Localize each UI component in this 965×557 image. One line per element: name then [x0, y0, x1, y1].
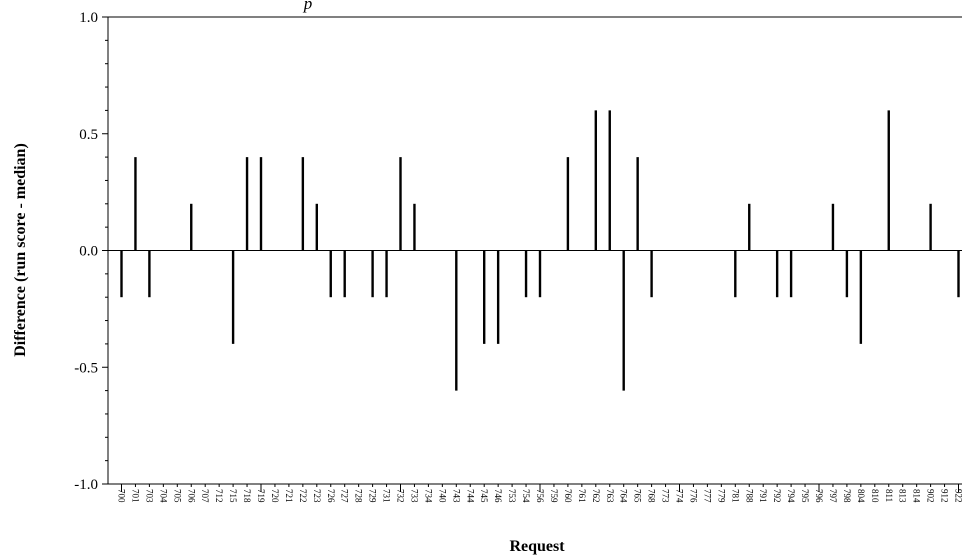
- x-tick-label: 912: [940, 489, 950, 503]
- x-tick-label: 723: [312, 489, 322, 503]
- x-tick-labels: 700 701 703 704 705 706 707 712 715 718 719 720 721 7…: [117, 489, 964, 503]
- x-tick-label: 732: [396, 489, 406, 503]
- x-tick-label: 792: [772, 489, 782, 503]
- x-axis-major-ticks: [121, 484, 959, 492]
- x-tick-label: 704: [158, 489, 168, 503]
- y-tick-label: 0.5: [79, 127, 98, 143]
- y-axis-title: Difference (run score - median): [12, 143, 29, 357]
- x-tick-label: 719: [256, 489, 266, 503]
- x-tick-label: 760: [563, 489, 573, 503]
- x-tick-label: 759: [549, 489, 559, 503]
- x-tick-label: 764: [619, 489, 629, 503]
- chart-title: p: [303, 0, 313, 13]
- x-tick-label: 795: [800, 489, 810, 503]
- x-tick-label: 707: [200, 489, 210, 503]
- x-axis-ticks: [121, 484, 959, 487]
- x-tick-label: 773: [661, 489, 671, 503]
- x-tick-label: 715: [228, 489, 238, 503]
- y-tick-label: 1.0: [79, 10, 98, 26]
- x-tick-label: 753: [507, 489, 517, 503]
- x-tick-label: 754: [521, 489, 531, 503]
- x-tick-label: 712: [214, 489, 224, 503]
- x-tick-label: 734: [423, 489, 433, 503]
- x-tick-label: 718: [242, 489, 252, 503]
- x-tick-label: 765: [633, 489, 643, 503]
- y-tick-label: 0.0: [79, 244, 98, 260]
- x-tick-label: 731: [382, 489, 392, 503]
- x-tick-label: 811: [884, 489, 894, 502]
- x-tick-label: 743: [451, 489, 461, 503]
- x-tick-label: 768: [647, 489, 657, 503]
- x-tick-label: 922: [954, 489, 964, 503]
- difference-bars: [120, 110, 960, 391]
- x-tick-label: 745: [479, 489, 489, 503]
- x-axis-title: Request: [509, 538, 565, 555]
- x-tick-label: 744: [465, 489, 475, 503]
- x-tick-label: 804: [856, 489, 866, 503]
- x-tick-label: 777: [702, 489, 712, 503]
- x-tick-label: 756: [535, 489, 545, 503]
- x-tick-label: 740: [437, 489, 447, 503]
- x-tick-label: 797: [828, 489, 838, 503]
- x-tick-label: 774: [675, 489, 685, 503]
- x-tick-label: 701: [130, 489, 140, 503]
- x-tick-label: 796: [814, 489, 824, 503]
- y-axis-ticks: [102, 16, 108, 485]
- x-tick-label: 733: [409, 489, 419, 503]
- x-tick-label: 700: [117, 489, 127, 503]
- x-tick-label: 798: [842, 489, 852, 503]
- x-tick-label: 729: [368, 489, 378, 503]
- x-tick-label: 762: [591, 489, 601, 503]
- y-tick-labels: 1.0 0.5 0.0 -0.5 -1.0: [74, 10, 98, 493]
- x-tick-label: 705: [172, 489, 182, 503]
- x-tick-label: 728: [354, 489, 364, 503]
- x-tick-label: 727: [340, 489, 350, 503]
- x-tick-label: 720: [270, 489, 280, 503]
- x-tick-label: 706: [186, 489, 196, 503]
- x-tick-label: 776: [688, 489, 698, 503]
- x-tick-label: 726: [326, 489, 336, 503]
- x-tick-label: 902: [926, 489, 936, 503]
- x-tick-label: 788: [744, 489, 754, 503]
- x-tick-label: 781: [730, 489, 740, 503]
- x-tick-label: 761: [577, 489, 587, 503]
- x-tick-label: 810: [870, 489, 880, 503]
- x-tick-label: 763: [605, 489, 615, 503]
- x-tick-label: 703: [144, 489, 154, 503]
- x-tick-label: 779: [716, 489, 726, 503]
- x-tick-label: 722: [298, 489, 308, 503]
- x-tick-label: 813: [898, 489, 908, 503]
- y-tick-label: -0.5: [74, 360, 98, 376]
- x-tick-label: 791: [758, 489, 768, 503]
- y-axis-minor-ticks: [105, 39, 108, 462]
- x-tick-label: 814: [912, 489, 922, 503]
- y-tick-label: -1.0: [74, 477, 98, 493]
- x-tick-label: 794: [786, 489, 796, 503]
- x-tick-label: 721: [284, 489, 294, 503]
- x-tick-label: 746: [493, 489, 503, 503]
